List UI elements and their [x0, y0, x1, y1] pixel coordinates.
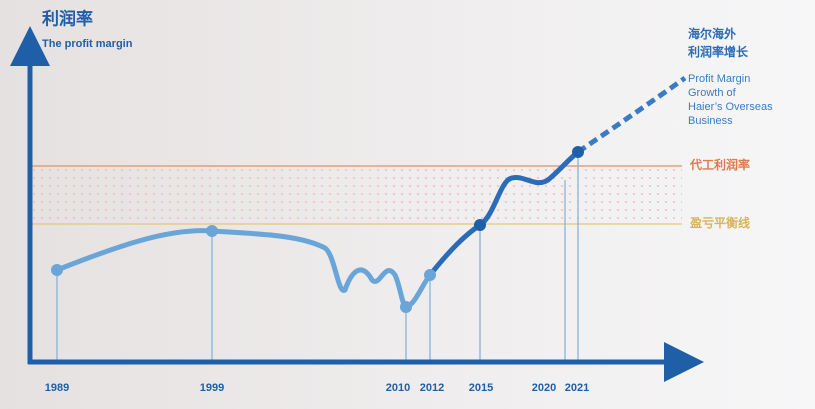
annotation-en: Growth of [688, 87, 737, 99]
annotation-zh: 海尔海外 [688, 26, 736, 41]
year-label: 2021 [565, 382, 589, 394]
title: 利润率 [42, 8, 93, 28]
year-label: 2015 [469, 382, 493, 394]
drop-lines [56, 152, 579, 362]
year-label: 1989 [45, 382, 69, 394]
subtitle: The profit margin [42, 38, 133, 50]
points [51, 146, 584, 313]
annotation-en: Haier’s Overseas [688, 101, 773, 113]
curve-late [427, 149, 581, 278]
year-label: 2010 [386, 382, 410, 394]
annotation-en: Profit Margin [688, 73, 750, 85]
year-label: 2012 [420, 382, 444, 394]
band-label: 盈亏平衡线 [689, 215, 750, 230]
curve-projection [576, 75, 687, 155]
band-fill [32, 166, 682, 224]
annotation-en: Business [688, 115, 733, 127]
annotation-zh: 利润率增长 [688, 44, 749, 59]
year-label: 1999 [200, 382, 224, 394]
band-label: 代工利润率 [689, 157, 750, 172]
year-label: 2020 [532, 382, 556, 394]
